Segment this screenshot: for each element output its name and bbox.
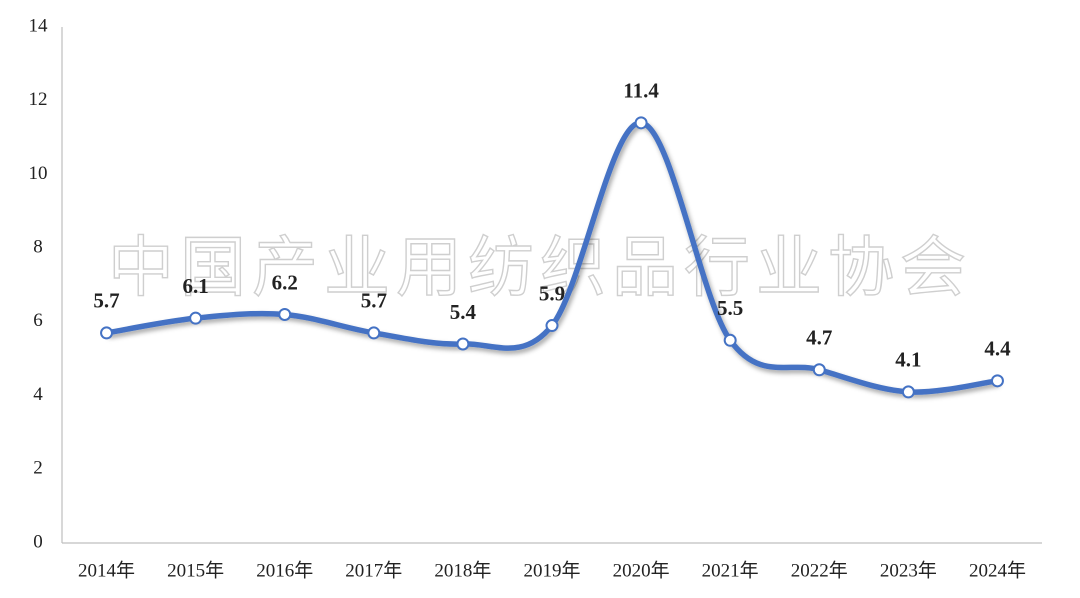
data-label: 4.7 bbox=[806, 326, 832, 350]
data-label: 5.4 bbox=[450, 300, 477, 324]
x-tick-label: 2021年 bbox=[702, 559, 759, 581]
point bbox=[545, 319, 559, 333]
x-tick-label: 2022年 bbox=[791, 559, 848, 581]
data-label: 6.2 bbox=[272, 270, 298, 294]
point bbox=[189, 311, 203, 325]
data-label: 4.1 bbox=[895, 348, 921, 372]
point bbox=[456, 337, 470, 351]
y-tick-label: 4 bbox=[33, 384, 43, 405]
point bbox=[812, 363, 826, 377]
y-tick-label: 14 bbox=[29, 15, 49, 36]
y-tick-label: 6 bbox=[33, 310, 43, 331]
data-label: 5.7 bbox=[93, 289, 119, 313]
data-label: 5.7 bbox=[361, 289, 387, 313]
data-label: 5.9 bbox=[539, 281, 565, 305]
x-tick-label: 2020年 bbox=[613, 559, 670, 581]
data-label: 11.4 bbox=[623, 79, 659, 103]
y-tick-label: 2 bbox=[33, 458, 43, 479]
y-tick-label: 10 bbox=[29, 163, 48, 184]
x-tick-label: 2014年 bbox=[78, 559, 135, 581]
x-tick-label: 2018年 bbox=[434, 559, 491, 581]
watermark: 中国产业用纺织品行业协会 bbox=[108, 229, 972, 306]
point bbox=[367, 326, 381, 340]
y-tick-label: 12 bbox=[29, 89, 48, 110]
x-tick-label: 2024年 bbox=[969, 559, 1026, 581]
x-tick-label: 2015年 bbox=[167, 559, 224, 581]
point bbox=[901, 385, 915, 399]
data-label: 5.5 bbox=[717, 296, 743, 320]
point bbox=[634, 116, 648, 130]
x-tick-label: 2019年 bbox=[523, 559, 580, 581]
data-label: 4.4 bbox=[984, 337, 1011, 361]
x-tick-label: 2017年 bbox=[345, 559, 402, 581]
x-tick-label: 2023年 bbox=[880, 559, 937, 581]
y-tick-label: 8 bbox=[33, 237, 43, 258]
point bbox=[990, 374, 1004, 388]
y-tick-label: 0 bbox=[33, 531, 43, 552]
point bbox=[278, 307, 292, 321]
x-tick-label: 2016年 bbox=[256, 559, 313, 581]
point bbox=[723, 333, 737, 347]
point bbox=[100, 326, 114, 340]
data-label: 6.1 bbox=[183, 274, 209, 298]
